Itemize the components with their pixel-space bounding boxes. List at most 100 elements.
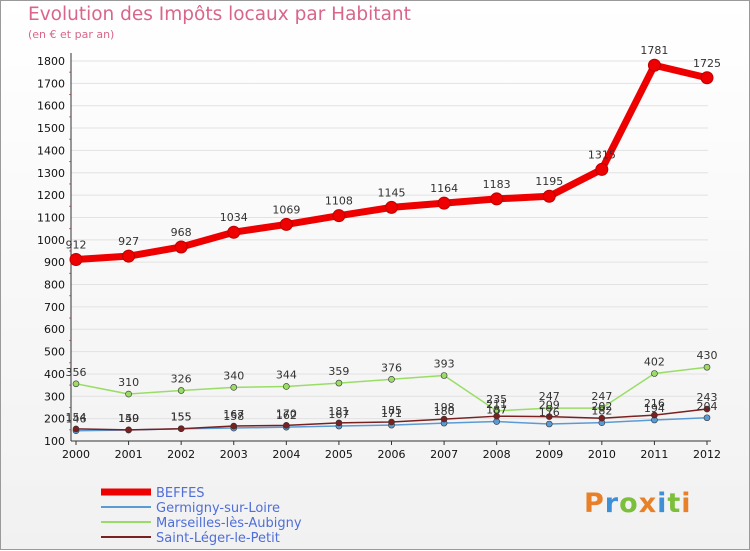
data-point xyxy=(647,58,661,72)
x-tick-label: 2009 xyxy=(535,448,563,461)
y-tick-label: 1700 xyxy=(37,77,65,90)
y-tick-label: 800 xyxy=(44,279,65,292)
data-point xyxy=(174,240,188,254)
data-label: 170 xyxy=(276,407,297,420)
data-label: 150 xyxy=(118,412,139,425)
data-point xyxy=(598,404,606,412)
data-label: 202 xyxy=(591,400,612,413)
data-label: 181 xyxy=(328,405,349,418)
y-tick-label: 500 xyxy=(44,346,65,359)
data-point xyxy=(598,414,606,422)
y-tick-label: 1500 xyxy=(37,122,65,135)
logo-letter: t xyxy=(667,488,682,519)
x-tick-label: 2008 xyxy=(483,448,511,461)
data-point xyxy=(72,425,80,433)
data-point xyxy=(283,422,290,429)
x-tick-label: 2003 xyxy=(220,448,248,461)
x-tick-label: 2005 xyxy=(325,448,353,461)
data-label: 402 xyxy=(644,355,665,368)
data-label: 176 xyxy=(539,406,560,419)
y-tick-label: 1200 xyxy=(37,189,65,202)
data-label: 1145 xyxy=(378,186,406,199)
data-point xyxy=(385,200,398,214)
data-point xyxy=(122,249,136,263)
data-label: 1108 xyxy=(325,195,353,208)
data-point xyxy=(703,363,711,371)
data-point xyxy=(230,422,238,430)
data-point xyxy=(493,407,500,415)
logo-letter: i xyxy=(681,488,692,519)
data-point xyxy=(437,196,451,210)
data-point xyxy=(69,252,83,266)
x-tick-label: 2001 xyxy=(115,448,143,461)
x-tick-label: 2002 xyxy=(167,448,195,461)
y-tick-label: 600 xyxy=(44,323,65,336)
data-point xyxy=(335,419,343,427)
data-point xyxy=(440,372,448,379)
data-label: 171 xyxy=(381,407,402,420)
data-label: 211 xyxy=(486,398,507,411)
data-label: 158 xyxy=(223,410,244,423)
data-point xyxy=(388,418,395,426)
data-label: 1195 xyxy=(535,175,563,188)
data-label: 359 xyxy=(328,365,349,378)
data-label: 1069 xyxy=(272,203,300,216)
data-point xyxy=(440,415,448,423)
data-point xyxy=(490,192,504,206)
data-label: 1781 xyxy=(640,44,668,57)
data-point xyxy=(227,225,241,239)
data-point xyxy=(177,387,185,394)
data-label: 162 xyxy=(276,409,297,422)
x-tick-label: 2012 xyxy=(693,448,721,461)
x-tick-label: 2011 xyxy=(640,448,668,461)
data-point xyxy=(125,426,132,434)
data-point xyxy=(651,370,658,377)
data-label: 247 xyxy=(539,390,560,403)
data-point xyxy=(72,380,80,388)
data-point xyxy=(388,376,395,383)
y-tick-label: 1400 xyxy=(37,144,65,157)
data-label: 1183 xyxy=(483,178,511,191)
data-label: 155 xyxy=(171,411,192,424)
data-point xyxy=(703,414,711,422)
data-label: 310 xyxy=(118,376,139,389)
data-point xyxy=(542,189,556,203)
data-label: 146 xyxy=(66,413,87,426)
x-tick-label: 2007 xyxy=(430,448,458,461)
y-tick-label: 1100 xyxy=(37,211,65,224)
data-point xyxy=(595,162,609,176)
x-tick-label: 2010 xyxy=(588,448,616,461)
x-tick-label: 2004 xyxy=(272,448,300,461)
y-tick-label: 1600 xyxy=(37,100,65,113)
data-point xyxy=(703,405,711,413)
data-point xyxy=(279,217,293,231)
data-point xyxy=(332,209,346,223)
data-point xyxy=(545,420,553,428)
data-label: 216 xyxy=(644,397,665,410)
data-point xyxy=(177,425,185,433)
data-label: 912 xyxy=(66,238,87,251)
data-label: 326 xyxy=(171,372,192,385)
data-point xyxy=(230,384,238,391)
legend-label-0: BEFFES xyxy=(156,486,205,501)
y-tick-label: 1300 xyxy=(37,167,65,180)
data-label: 393 xyxy=(434,358,455,371)
data-label: 376 xyxy=(381,361,402,374)
data-label: 344 xyxy=(276,368,297,381)
y-tick-label: 900 xyxy=(44,256,65,269)
x-tick-label: 2006 xyxy=(378,448,406,461)
data-label: 1034 xyxy=(220,211,248,224)
data-label: 1164 xyxy=(430,182,458,195)
logo-letter: i xyxy=(657,488,668,519)
logo-letter: P xyxy=(584,488,605,519)
logo-letter: o xyxy=(619,488,639,519)
data-label: 198 xyxy=(434,401,455,414)
y-tick-label: 300 xyxy=(44,390,65,403)
legend-label-2: Marseilles-lès-Aubigny xyxy=(156,516,302,531)
legend-label-1: Germigny-sur-Loire xyxy=(156,501,280,516)
data-label: 356 xyxy=(66,366,87,379)
data-label: 209 xyxy=(539,399,560,412)
proxiti-logo: Proxiti xyxy=(584,488,692,519)
data-label: 149 xyxy=(118,412,139,425)
